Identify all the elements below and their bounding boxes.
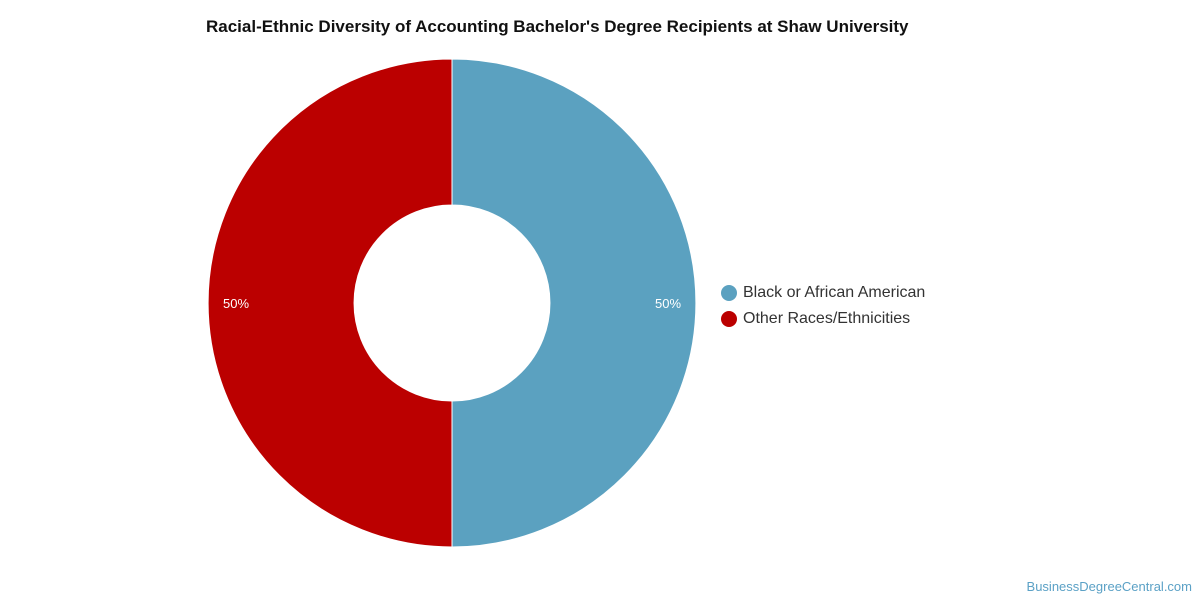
data-label-other-races-ethnicities: 50%	[223, 296, 249, 311]
legend: Black or African American Other Races/Et…	[721, 280, 925, 332]
source-credit[interactable]: BusinessDegreeCentral.com	[1026, 579, 1192, 594]
chart-title: Racial-Ethnic Diversity of Accounting Ba…	[206, 17, 909, 36]
legend-swatch-black-or-african-american	[721, 285, 737, 301]
legend-label: Black or African American	[743, 284, 926, 301]
legend-label: Other Races/Ethnicities	[743, 310, 911, 327]
legend-swatch-other-races-ethnicities	[721, 311, 737, 327]
slice-black-or-african-american[interactable]	[451, 58, 697, 548]
slice-other-races-ethnicities[interactable]	[207, 58, 453, 548]
data-label-black-or-african-american: 50%	[655, 296, 681, 311]
legend-item-black-or-african-american[interactable]: Black or African American	[721, 280, 925, 306]
legend-item-other-races-ethnicities[interactable]: Other Races/Ethnicities	[721, 306, 925, 332]
